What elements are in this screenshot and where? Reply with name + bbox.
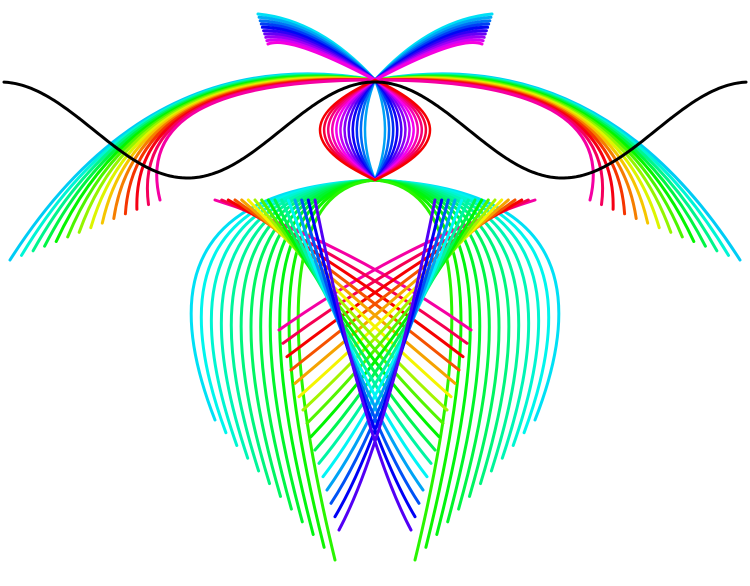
lattice-curve [280,198,433,465]
hang-right-curve [373,178,463,549]
wing-left-curve [77,76,377,234]
lattice-curve [321,198,464,479]
diamond-curve [351,78,377,182]
lattice-curve [333,198,444,519]
wing-right-curve [373,76,673,234]
diamond-curve [363,78,377,182]
diamond-curve [373,78,403,182]
lattice-curve [273,198,437,452]
lattice-curve [297,198,504,399]
sine-wave [2,80,748,180]
lattice-curve [293,198,425,492]
rainbow-curves [8,12,742,562]
hang-left-curve [278,178,377,536]
lattice-curve [293,198,510,385]
lattice-curve [337,198,437,532]
diamond-curve [359,78,377,182]
diamond-curve [318,78,377,182]
lattice-curve [329,198,450,505]
lattice-curve [305,198,490,425]
hang-right-curve [373,178,454,562]
diamond-curve [373,78,387,182]
diamond-curve [355,78,377,182]
lattice-curve [266,198,441,439]
lattice-curve [325,198,457,492]
lattice-curve [301,198,497,412]
lattice-curve [260,198,445,425]
diamond-curve [373,78,391,182]
plume-right-curve [373,41,484,82]
lattice-curve [300,198,421,505]
hang-left-curve [287,178,377,549]
diamond-curve [373,78,432,182]
lattice-curve [253,198,449,412]
diamond-curve [373,78,395,182]
lattice-curve [306,198,417,519]
lattice-curve [317,198,470,465]
lattice-curve [309,198,484,439]
plume-left-curve [266,41,377,82]
lattice-curve [246,198,453,399]
hang-right-curve [373,178,472,536]
diamond-curve [347,78,377,182]
lattice-curve [313,198,477,452]
lattice-curve [240,198,457,385]
hang-left-curve [296,178,377,562]
lattice-curve [286,198,429,479]
lattice-curve [313,198,413,532]
diamond-curve [373,78,399,182]
black-sine-wave [2,80,748,180]
